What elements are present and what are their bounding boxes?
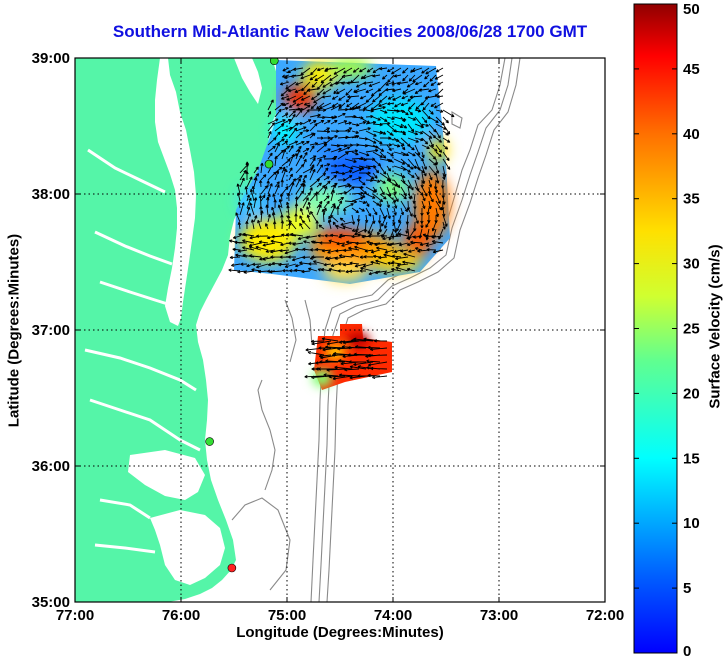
x-tick-label: 76:00 <box>162 607 200 624</box>
tidewater-rivers <box>84 148 201 452</box>
colorbar <box>633 3 678 654</box>
colorbar-tick-label: 15 <box>683 450 700 467</box>
station-marker <box>269 58 279 66</box>
y-tick-label: 39:00 <box>32 50 70 67</box>
map-title: Southern Mid-Atlantic Raw Velocities 200… <box>112 22 588 41</box>
x-tick-label: 75:00 <box>268 607 306 624</box>
y-tick-label: 35:00 <box>32 594 70 611</box>
velocity-arrows <box>228 67 455 381</box>
colorbar-tick-label: 0 <box>683 643 691 659</box>
velocity-arrow-set <box>228 67 455 381</box>
grid-lines <box>75 58 605 602</box>
colorbar-tick-label: 10 <box>683 515 700 532</box>
colorbar-tick-label: 40 <box>683 126 700 143</box>
colorbar-tick-label: 30 <box>683 256 700 273</box>
pamlico-sound <box>128 450 225 585</box>
colorbar-ticks: 0 5 10 15 20 25 30 35 40 45 50 <box>634 1 700 659</box>
x-axis-label: Longitude (Degrees:Minutes) <box>236 624 444 641</box>
y-tick-label: 38:00 <box>32 186 70 203</box>
x-tick-label: 72:00 <box>586 607 624 624</box>
colorbar-tick-label: 5 <box>683 580 691 597</box>
x-tick-label: 77:00 <box>56 607 94 624</box>
chesapeake-bay <box>155 58 196 326</box>
colorbar-tick-label: 35 <box>683 191 700 208</box>
delaware-bay <box>234 58 262 104</box>
x-tick-label: 74:00 <box>374 607 412 624</box>
y-tick-label: 36:00 <box>32 458 70 475</box>
radar-stations <box>205 58 279 573</box>
x-ticks: 77:00 76:00 75:00 74:00 73:00 72:00 <box>56 58 624 624</box>
x-tick-label: 73:00 <box>480 607 518 624</box>
colorbar-tick-label: 50 <box>683 1 700 18</box>
station-marker <box>205 437 214 446</box>
y-ticks: 39:00 38:00 37:00 36:00 35:00 <box>32 50 605 611</box>
colorbar-tick-label: 45 <box>683 61 700 78</box>
sound-inlets <box>94 498 156 554</box>
colorbar-tick-label: 25 <box>683 321 700 338</box>
station-marker <box>227 563 237 573</box>
colorbar-tick-label: 20 <box>683 385 700 402</box>
bathymetry-contours <box>231 58 521 602</box>
y-tick-label: 37:00 <box>32 322 70 339</box>
station-marker <box>264 159 274 169</box>
